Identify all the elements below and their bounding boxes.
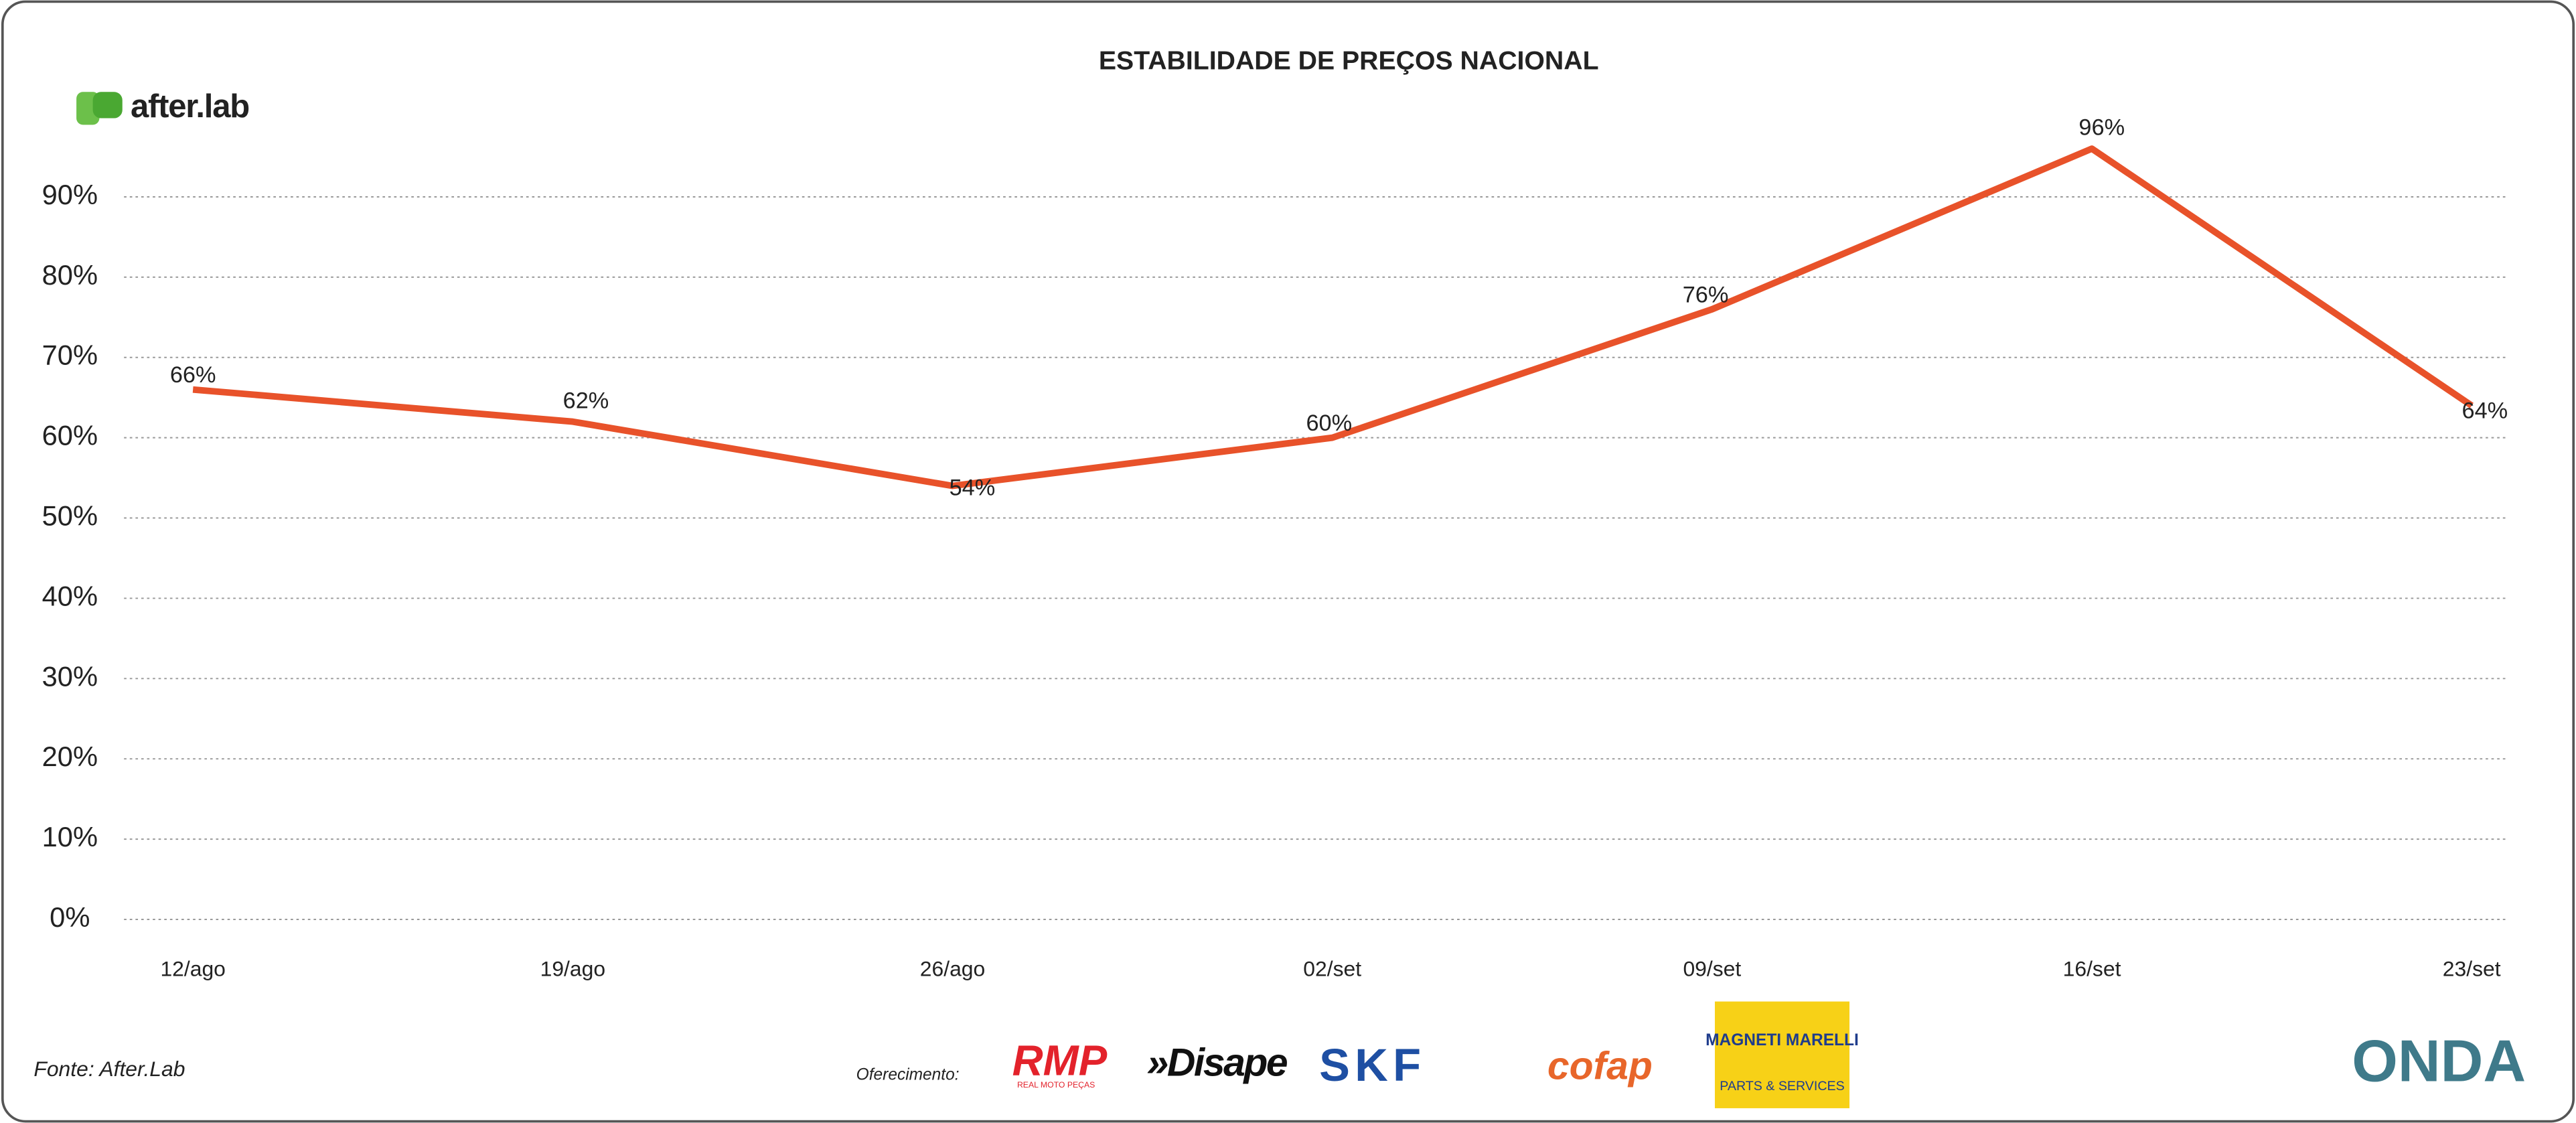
data-label: 62%	[563, 388, 609, 413]
sponsor-logo: ONDA	[2352, 1028, 2526, 1094]
y-tick-label: 20%	[42, 741, 98, 772]
brand-icon	[92, 92, 123, 119]
y-tick-label: 50%	[42, 500, 98, 532]
x-tick-label: 19/ago	[540, 956, 605, 980]
sponsor-logo: RMP	[1012, 1037, 1108, 1085]
data-label: 64%	[2461, 398, 2508, 424]
x-tick-label: 12/ago	[160, 956, 225, 980]
sponsor-logo: »Disape	[1147, 1041, 1288, 1085]
brand-logo: after.lab	[76, 88, 250, 125]
chart-title: ESTABILIDADE DE PREÇOS NACIONAL	[1099, 46, 1599, 76]
x-tick-label: 09/set	[1683, 956, 1741, 980]
data-label: 96%	[2078, 115, 2125, 141]
sponsor-logo: MAGNETI MARELLI	[1706, 1031, 1859, 1049]
sponsor-logo: SKF	[1319, 1039, 1426, 1091]
sponsor-box	[1714, 1001, 1849, 1108]
x-tick-label: 16/set	[2063, 956, 2121, 980]
y-tick-label: 90%	[42, 179, 98, 210]
y-tick-label: 40%	[42, 580, 98, 611]
brand-name: after.lab	[131, 88, 249, 125]
x-tick-label: 02/set	[1303, 956, 1361, 980]
sponsor-label: Oferecimento:	[856, 1065, 960, 1083]
y-tick-label: 80%	[42, 259, 98, 291]
data-label: 60%	[1306, 410, 1352, 436]
y-tick-label: 0%	[50, 901, 90, 933]
y-tick-label: 10%	[42, 821, 98, 852]
line	[192, 145, 2474, 490]
data-label: 76%	[1683, 282, 1729, 307]
data-label: 66%	[170, 362, 216, 388]
y-tick-label: 30%	[42, 660, 98, 692]
x-tick-label: 26/ago	[920, 956, 985, 980]
y-tick-label: 70%	[42, 340, 98, 371]
sponsor-logo: PARTS & SERVICES	[1720, 1079, 1844, 1094]
sponsor-logo: REAL MOTO PEÇAS	[1017, 1080, 1095, 1090]
x-tick-label: 23/set	[2443, 956, 2501, 980]
y-tick-label: 60%	[42, 420, 98, 451]
sponsor-logo: cofap	[1547, 1045, 1653, 1088]
source: Fonte: After.Lab	[33, 1057, 185, 1081]
data-label: 54%	[950, 475, 996, 501]
